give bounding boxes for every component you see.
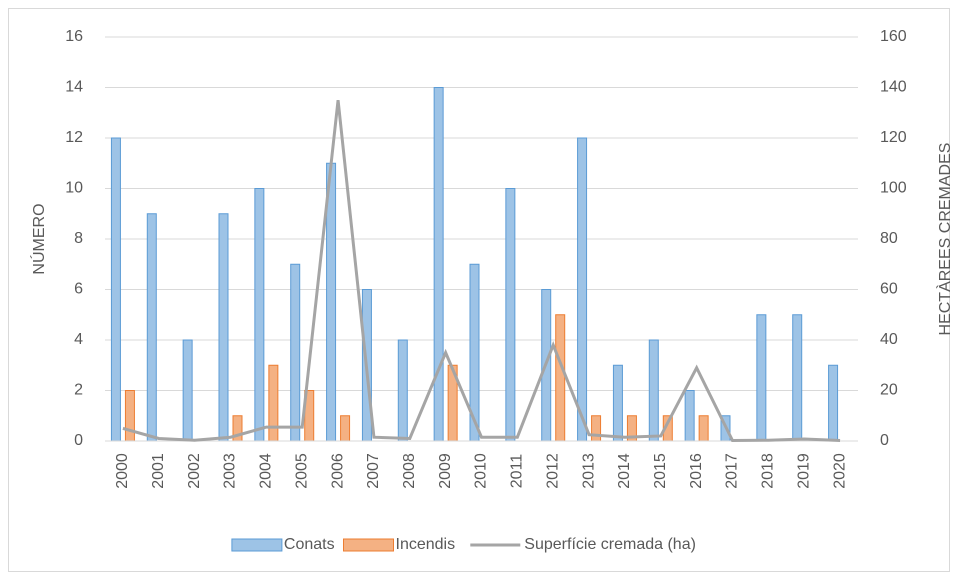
bar xyxy=(577,137,588,442)
y-tick-label: 8 xyxy=(74,230,83,247)
bar xyxy=(684,390,695,442)
bar xyxy=(397,339,408,442)
y2-tick-label: 140 xyxy=(880,79,907,96)
y2-tick-label: 0 xyxy=(880,432,889,449)
y2-tick-label: 60 xyxy=(880,281,898,298)
x-tick-label: 2012 xyxy=(544,453,561,489)
y2-tick-label: 80 xyxy=(880,230,898,247)
x-tick-label: 2004 xyxy=(258,453,275,489)
y-tick-label: 16 xyxy=(65,28,83,45)
y2-tick-label: 20 xyxy=(880,382,898,399)
bar xyxy=(268,364,279,442)
legend-swatch xyxy=(231,538,283,552)
bar xyxy=(182,339,193,442)
x-tick-label: 2006 xyxy=(329,453,346,489)
y-tick-label: 2 xyxy=(74,382,83,399)
y-tick-label: 0 xyxy=(74,432,83,449)
x-tick-label: 2018 xyxy=(760,453,777,489)
bar xyxy=(756,314,767,442)
x-tick-label: 2017 xyxy=(724,453,741,489)
bar xyxy=(792,314,803,442)
legend-label: Superfície cremada (ha) xyxy=(524,536,696,553)
y-tick-label: 10 xyxy=(65,180,83,197)
y2-tick-label: 120 xyxy=(880,129,907,146)
x-tick-label: 2020 xyxy=(831,453,848,489)
bar xyxy=(146,213,157,442)
bar xyxy=(648,339,659,442)
bar xyxy=(612,364,623,442)
bar xyxy=(218,213,229,442)
y-tick-label: 14 xyxy=(65,79,83,96)
bar xyxy=(505,188,516,442)
x-tick-label: 2003 xyxy=(222,453,239,489)
legend-swatch xyxy=(343,538,394,552)
bar xyxy=(555,314,566,442)
x-tick-label: 2010 xyxy=(473,453,490,489)
x-tick-label: 2005 xyxy=(293,453,310,489)
bar xyxy=(110,137,121,442)
x-tick-label: 2007 xyxy=(365,453,382,489)
bar xyxy=(828,364,839,442)
y2-axis-title: HECTÀREES CREMADES xyxy=(935,143,954,336)
x-tick-label: 2014 xyxy=(616,453,633,489)
bar xyxy=(290,263,301,442)
x-tick-label: 2013 xyxy=(580,453,597,489)
x-tick-label: 2009 xyxy=(437,453,454,489)
x-tick-label: 2002 xyxy=(186,453,203,489)
x-tick-label: 2016 xyxy=(688,453,705,489)
legend-label: Conats xyxy=(284,536,335,553)
bar xyxy=(591,415,602,442)
y2-tick-label: 160 xyxy=(880,28,907,45)
y2-tick-label: 40 xyxy=(880,331,898,348)
bar xyxy=(254,188,265,442)
x-tick-label: 2019 xyxy=(795,453,812,489)
x-tick-label: 2008 xyxy=(401,453,418,489)
x-tick-label: 2015 xyxy=(652,453,669,489)
y-axis-title: NÚMERO xyxy=(29,203,48,274)
bar xyxy=(124,390,135,442)
y-tick-label: 12 xyxy=(65,129,83,146)
y-tick-label: 6 xyxy=(74,281,83,298)
y2-tick-label: 100 xyxy=(880,180,907,197)
x-tick-label: 2000 xyxy=(114,453,131,489)
bar xyxy=(340,415,351,442)
x-tick-label: 2001 xyxy=(150,453,167,489)
line-series xyxy=(122,99,841,443)
bar xyxy=(433,87,444,442)
bar xyxy=(698,415,709,442)
x-tick-label: 2011 xyxy=(509,454,526,489)
legend-label: Incendis xyxy=(396,536,456,553)
y-tick-label: 4 xyxy=(74,331,83,348)
